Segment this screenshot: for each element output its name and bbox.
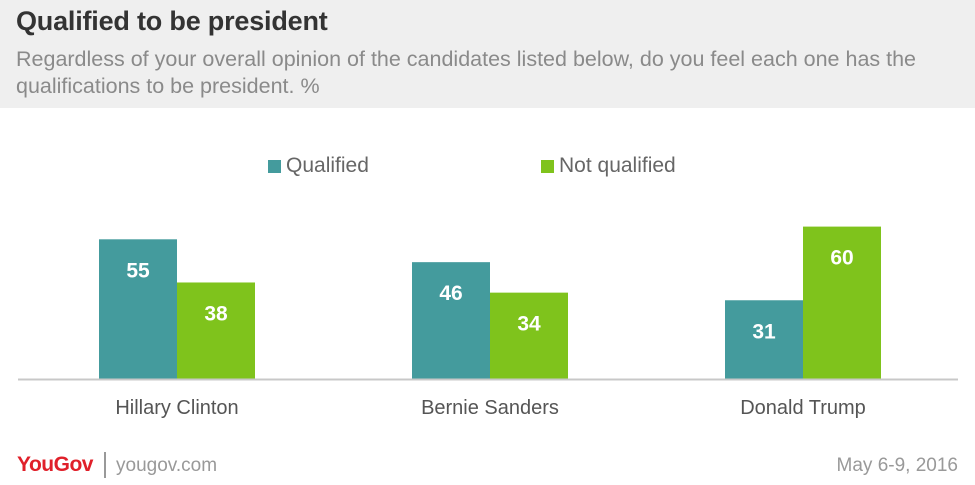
yougov-logo: YouGov — [17, 453, 93, 476]
data-label-qualified-hillary-clinton: 55 — [126, 259, 150, 282]
data-label-not-qualified-hillary-clinton: 38 — [204, 302, 228, 325]
header: Qualified to be president Regardless of … — [0, 0, 975, 108]
data-label-qualified-donald-trump: 31 — [752, 320, 776, 343]
legend-item-not-qualified: Not qualified — [541, 154, 676, 178]
legend-swatch-qualified — [268, 159, 281, 173]
category-label-donald-trump: Donald Trump — [740, 397, 866, 419]
bar-qualified-bernie-sanders — [412, 262, 490, 379]
footer-url: yougov.com — [116, 455, 218, 476]
data-label-not-qualified-bernie-sanders: 34 — [517, 313, 541, 336]
data-label-not-qualified-donald-trump: 60 — [830, 247, 853, 270]
bar-not-qualified-hillary-clinton — [177, 282, 255, 379]
bar-qualified-hillary-clinton — [99, 239, 177, 379]
legend-label-not-qualified: Not qualified — [559, 154, 676, 177]
legend-label-qualified: Qualified — [286, 154, 369, 177]
legend-item-qualified: Qualified — [268, 154, 369, 178]
bar-not-qualified-bernie-sanders — [490, 292, 568, 379]
category-label-hillary-clinton: Hillary Clinton — [115, 397, 238, 419]
legend: Qualified Not qualified — [0, 154, 975, 184]
footer-date: May 6-9, 2016 — [836, 455, 958, 476]
category-label-bernie-sanders: Bernie Sanders — [421, 397, 559, 419]
data-label-qualified-bernie-sanders: 46 — [439, 282, 462, 305]
bar-not-qualified-donald-trump — [803, 226, 881, 379]
footer-divider — [104, 452, 106, 478]
legend-swatch-not-qualified — [541, 159, 554, 173]
chart-title: Qualified to be president — [16, 6, 328, 36]
chart-subtitle: Regardless of your overall opinion of th… — [16, 47, 917, 98]
bar-qualified-donald-trump — [725, 300, 803, 379]
